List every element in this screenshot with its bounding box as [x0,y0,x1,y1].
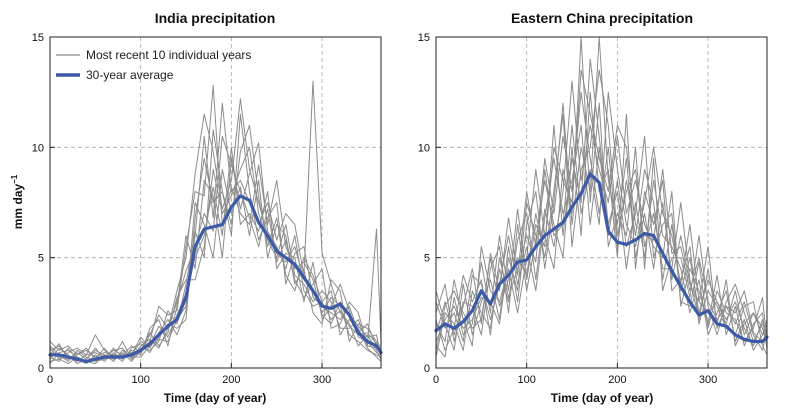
x-axis-label: Time (day of year) [164,391,266,405]
x-tick-label: 100 [132,374,150,386]
average-line [434,172,769,344]
individual-year-line-1 [49,98,382,360]
eastern-china-precipitation-panel: Eastern China precipitation 0 100 200 300 0 5… [418,10,769,405]
y-tick-label: 0 [38,363,44,375]
y-axis-label: mm day−1 [10,174,25,229]
y-axis-label-text: mm day [11,184,25,230]
x-axis-label: Time (day of year) [551,391,653,405]
individual-year-lines [49,80,382,365]
individual-year-line-4 [49,142,382,365]
x-tick-label: 300 [313,374,331,386]
individual-year-lines [435,36,768,358]
y-tick-label: 15 [418,32,430,44]
y-tick-label: 10 [418,142,430,154]
plot-frame [49,36,382,369]
individual-year-line-4 [435,80,768,358]
average-line [48,194,383,363]
axis-ticks: 0 100 200 300 0 5 10 15 [32,32,331,386]
y-tick-label: 0 [424,363,430,375]
y-tick-label: 10 [32,142,44,154]
y-axis-label-exponent: −1 [10,174,19,184]
y-tick-label: 5 [424,253,430,265]
x-tick-label: 200 [222,374,240,386]
individual-year-line-3 [49,135,382,362]
individual-year-line-7 [49,113,382,362]
individual-year-line-7 [435,124,768,342]
y-tick-label: 5 [38,253,44,265]
panel-title-eastern-china: Eastern China precipitation [511,10,693,26]
x-tick-label: 100 [518,374,536,386]
panel-title-india: India precipitation [155,10,276,26]
individual-year-line-10 [435,69,768,342]
legend: Most recent 10 individual years 30-year … [56,48,251,82]
y-tick-label: 15 [32,32,44,44]
individual-year-line-2 [435,58,768,358]
legend-average-label: 30-year average [86,68,174,82]
legend-individual-label: Most recent 10 individual years [86,48,251,62]
individual-year-line-8 [435,69,768,351]
plot-frame [435,36,768,369]
individual-year-line-8 [49,146,381,364]
axis-ticks: 0 100 200 300 0 5 10 15 [418,32,717,386]
individual-year-line-9 [435,91,768,351]
x-tick-label: 200 [608,374,626,386]
india-precipitation-panel: India precipitation 0 100 200 300 0 5 10 15 Tim… [32,10,383,405]
individual-year-line-9 [49,85,382,360]
x-tick-label: 0 [433,374,439,386]
x-tick-label: 0 [47,374,53,386]
x-tick-label: 300 [699,374,717,386]
